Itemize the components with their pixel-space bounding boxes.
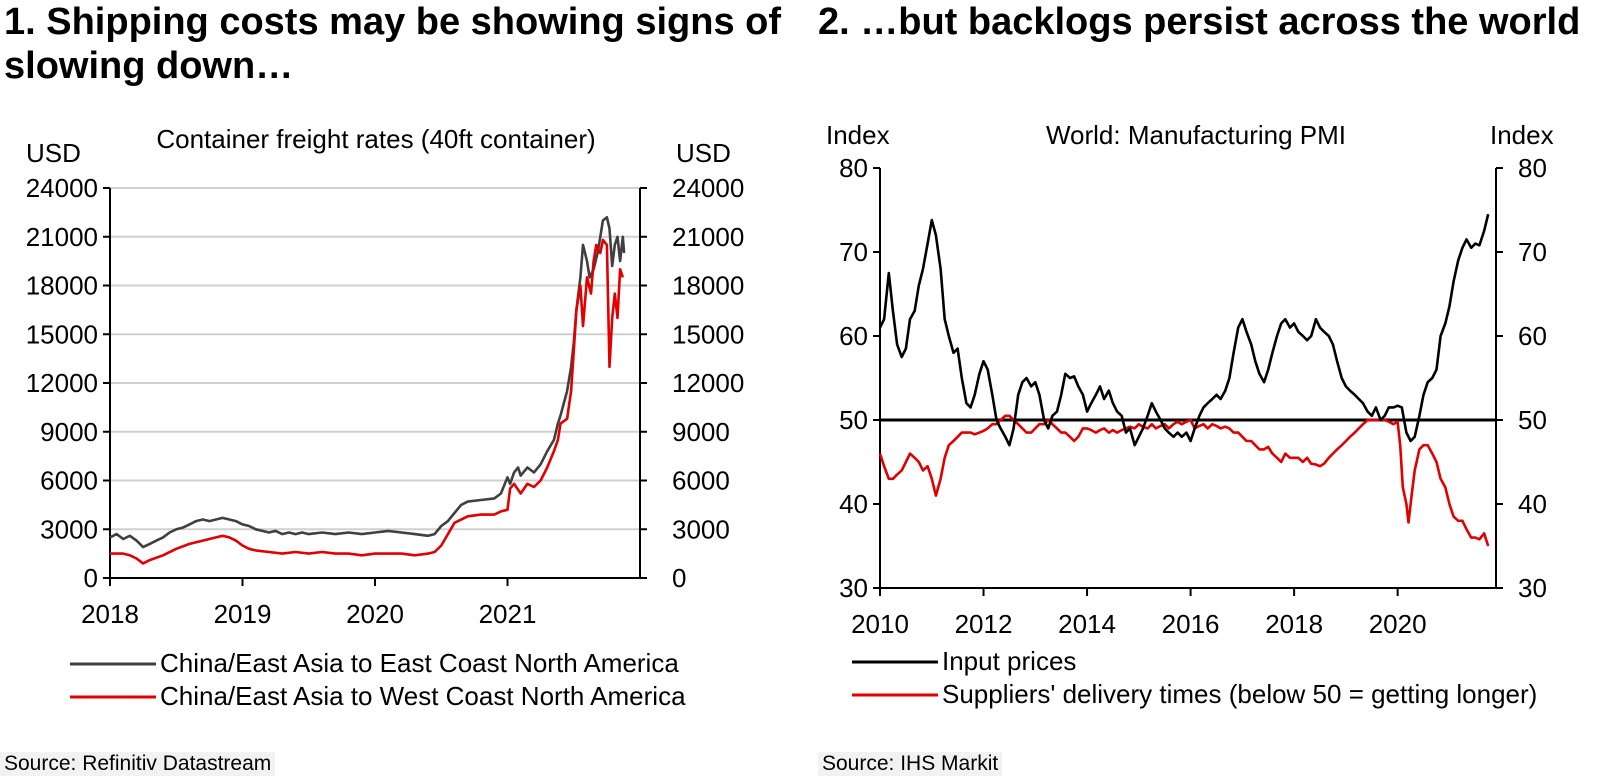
x-tick-label: 2018 bbox=[1265, 609, 1323, 639]
y-tick-label-right: 18000 bbox=[672, 271, 744, 301]
y-tick-label-left: 24000 bbox=[26, 173, 98, 203]
series-line-1 bbox=[878, 213, 1490, 447]
y-tick-label-right: 6000 bbox=[672, 466, 730, 496]
y-tick-label-right: 30 bbox=[1518, 573, 1547, 603]
y-tick-label-right: 15000 bbox=[672, 319, 744, 349]
series-line-1 bbox=[109, 216, 626, 549]
y-tick-label-right: 0 bbox=[672, 563, 686, 593]
y-axis-label-left: USD bbox=[26, 138, 81, 168]
y-tick-label-right: 9000 bbox=[672, 417, 730, 447]
y-tick-label-left: 50 bbox=[839, 405, 868, 435]
y-tick-label-left: 21000 bbox=[26, 222, 98, 252]
y-tick-label-left: 18000 bbox=[26, 271, 98, 301]
legend-label-1: China/East Asia to East Coast North Amer… bbox=[160, 648, 679, 678]
y-tick-label-right: 60 bbox=[1518, 321, 1547, 351]
legend-label-2: China/East Asia to West Coast North Amer… bbox=[160, 681, 686, 711]
panel-backlogs: 2. …but backlogs persist across the worl… bbox=[818, 0, 1620, 776]
y-tick-label-left: 30 bbox=[839, 573, 868, 603]
y-tick-label-left: 40 bbox=[839, 489, 868, 519]
x-tick-label: 2018 bbox=[81, 599, 139, 629]
x-tick-label: 2019 bbox=[214, 599, 272, 629]
y-tick-label-right: 80 bbox=[1518, 153, 1547, 183]
chart-subtitle: World: Manufacturing PMI bbox=[1046, 120, 1346, 150]
y-tick-label-left: 9000 bbox=[40, 417, 98, 447]
y-axis-label-left: Index bbox=[826, 120, 890, 150]
y-tick-label-left: 3000 bbox=[40, 514, 98, 544]
manufacturing-pmi-chart: 30 30 40 40 50 50 60 60 70 70 80 80 2010 2012 2014 2016… bbox=[826, 120, 1554, 709]
y-tick-label-left: 15000 bbox=[26, 319, 98, 349]
y-axis-label-right: USD bbox=[676, 138, 731, 168]
series-line-2 bbox=[878, 414, 1490, 547]
y-tick-label-left: 80 bbox=[839, 153, 868, 183]
y-tick-label-left: 0 bbox=[84, 563, 98, 593]
x-tick-label: 2020 bbox=[346, 599, 404, 629]
y-tick-label-left: 6000 bbox=[40, 466, 98, 496]
x-tick-label: 2012 bbox=[955, 609, 1013, 639]
chart-subtitle: Container freight rates (40ft container) bbox=[156, 124, 595, 154]
x-tick-label: 2016 bbox=[1162, 609, 1220, 639]
legend-label-2: Suppliers' delivery times (below 50 = ge… bbox=[942, 679, 1537, 709]
y-tick-label-left: 70 bbox=[839, 237, 868, 267]
x-tick-label: 2021 bbox=[479, 599, 537, 629]
x-tick-label: 2020 bbox=[1369, 609, 1427, 639]
legend-label-1: Input prices bbox=[942, 646, 1076, 676]
panel-shipping-costs: 1. Shipping costs may be showing signs o… bbox=[0, 0, 800, 776]
chart-title: 1. Shipping costs may be showing signs o… bbox=[4, 1, 781, 87]
y-tick-label-right: 21000 bbox=[672, 222, 744, 252]
y-tick-label-right: 40 bbox=[1518, 489, 1547, 519]
y-tick-label-left: 12000 bbox=[26, 368, 98, 398]
series-line-2 bbox=[110, 238, 625, 565]
y-axis-label-right: Index bbox=[1490, 120, 1554, 150]
source-note: Source: IHS Markit bbox=[818, 752, 1003, 776]
x-tick-label: 2010 bbox=[851, 609, 909, 639]
freight-rates-chart: 0 0 3000 3000 6000 6000 9000 9000 12000 12000 1500… bbox=[26, 124, 745, 711]
chart-title: 2. …but backlogs persist across the worl… bbox=[818, 1, 1581, 43]
y-tick-label-right: 70 bbox=[1518, 237, 1547, 267]
source-note: Source: Refinitiv Datastream bbox=[0, 752, 276, 776]
y-tick-label-right: 12000 bbox=[672, 368, 744, 398]
y-tick-label-right: 50 bbox=[1518, 405, 1547, 435]
x-tick-label: 2014 bbox=[1058, 609, 1116, 639]
y-tick-label-right: 24000 bbox=[672, 173, 744, 203]
y-tick-label-left: 60 bbox=[839, 321, 868, 351]
y-tick-label-right: 3000 bbox=[672, 514, 730, 544]
